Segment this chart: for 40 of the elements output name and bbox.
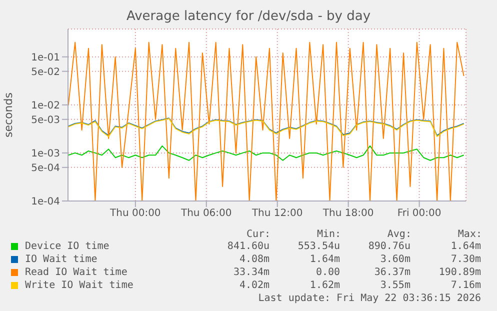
text: 3.55m [379,279,412,292]
text: Max: [456,229,482,240]
y-tick-label: 5e-04 [31,162,60,174]
text: 33.34m [232,266,271,279]
text: 890.76u [367,240,412,253]
y-tick-label: 5e-02 [31,66,60,78]
text: Cur: [245,229,271,240]
legend-label: Write IO Wait time [24,279,134,292]
y-axis-title: seconds [2,92,15,138]
text: 841.60u [226,240,271,253]
y-tick-label: 5e-03 [31,114,60,126]
text: 1.62m [308,279,342,292]
y-tick-label: 1e-04 [31,196,60,208]
text: 4.02m [238,279,271,292]
text: 553.54u [296,240,342,253]
text: 1.64m [450,240,482,253]
text: Avg: [386,229,412,240]
x-tick-label: Thu 18:00 [322,208,374,220]
line-series [68,145,464,161]
text: Last update: Fri May 22 03:36:15 2026 [257,292,482,305]
text: 190.89m [438,266,482,279]
x-tick-label: Thu 12:00 [250,208,303,220]
legend-label: Device IO time [24,240,110,253]
x-tick-label: Thu 00:00 [109,208,161,220]
text: Min: [316,229,342,240]
text: 3.60m [379,253,412,266]
text: 7.30m [450,253,482,266]
legend-label: IO Wait time [24,253,98,266]
x-tick-label: Fri 00:00 [397,208,442,220]
text: 1.64m [308,253,342,266]
y-tick-label: 1e-02 [31,100,60,112]
text: 0.00 [314,266,342,279]
chart-title: Average latency for /dev/sda - by day [125,9,372,25]
y-tick-label: 1e-01 [31,52,60,64]
text: 7.16m [450,279,482,292]
legend-label: Read IO Wait time [24,266,128,279]
text: 4.08m [238,253,271,266]
x-tick-label: Thu 06:00 [180,208,232,220]
text: 36.37m [373,266,412,279]
y-tick-label: 1e-03 [31,148,60,160]
